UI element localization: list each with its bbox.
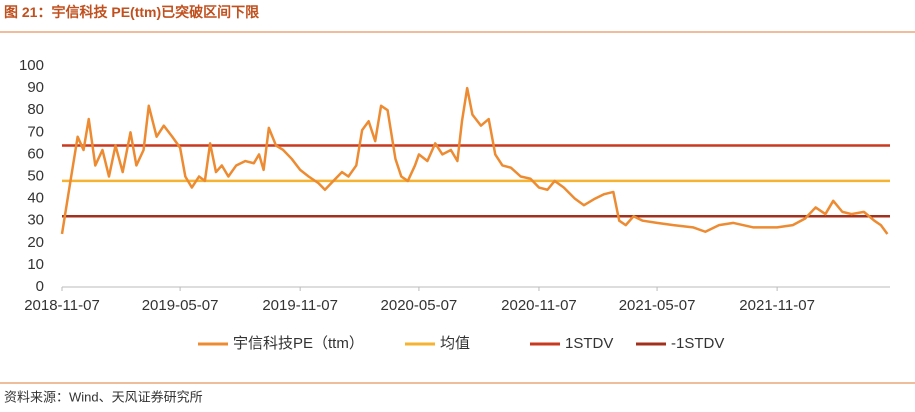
source: 资料来源：Wind、天风证券研究所 [4, 389, 203, 404]
series-line [60, 86, 889, 235]
x-tick-label: 2018-11-07 [24, 297, 100, 314]
x-tick-label: 2020-11-07 [501, 297, 577, 314]
x-tick-label: 2020-05-07 [381, 297, 458, 314]
x-tick-label: 2021-11-07 [739, 297, 815, 314]
y-tick-label: 50 [27, 167, 44, 184]
y-tick-label: 30 [27, 212, 44, 229]
y-tick-label: 100 [19, 57, 44, 74]
legend-label: -1STDV [671, 335, 724, 352]
y-tick-label: 0 [36, 278, 44, 295]
y-tick-label: 40 [27, 190, 44, 207]
x-tick-label: 2019-05-07 [142, 297, 219, 314]
chart-title: 图 21：宇信科技 PE(ttm)已突破区间下限 [4, 4, 259, 20]
legend-label: 均值 [440, 335, 470, 352]
y-tick-label: 60 [27, 145, 44, 162]
legend-label: 1STDV [565, 335, 613, 352]
y-tick-label: 70 [27, 123, 44, 140]
y-tick-label: 20 [27, 234, 44, 251]
y-tick-label: 90 [27, 79, 44, 96]
y-tick-label: 10 [27, 256, 44, 273]
y-tick-label: 80 [27, 101, 44, 118]
x-tick-label: 2021-05-07 [619, 297, 696, 314]
legend-label: 宇信科技PE（ttm） [233, 335, 364, 352]
x-tick-label: 2019-11-07 [262, 297, 338, 314]
